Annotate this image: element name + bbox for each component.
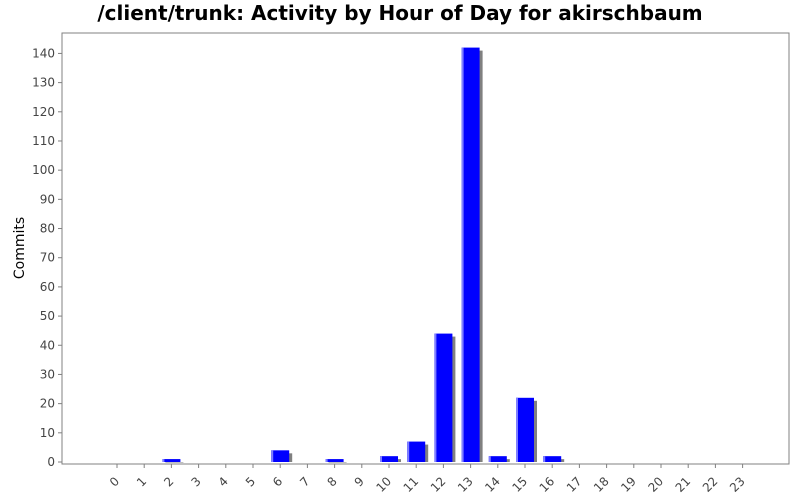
y-tick-label: 40 [40,338,55,352]
bar-highlight [407,441,410,462]
x-tick-label: 13 [455,474,476,495]
bar-highlight [461,47,464,463]
bar-highlight [434,333,437,462]
x-tick-label: 2 [161,474,176,489]
x-tick-label: 0 [107,474,122,489]
x-tick-label: 16 [537,474,558,495]
x-tick-label: 7 [297,474,312,489]
x-tick-label: 21 [673,474,694,495]
chart-title: /client/trunk: Activity by Hour of Day f… [97,1,702,25]
bar-hour-2 [162,459,181,462]
y-ticks: 0 10 20 30 40 50 60 70 80 90 100 110 120 130 140 [32,46,62,469]
x-tick-label: 6 [270,474,285,489]
bar-highlight [516,397,518,462]
y-tick-label: 110 [32,134,55,148]
bar-hour-12 [434,333,453,462]
y-tick-label: 80 [40,222,55,236]
x-tick-label: 15 [509,474,530,495]
x-tick-label: 3 [188,474,203,489]
x-tick-label: 4 [216,474,231,489]
x-tick-label: 12 [428,474,449,495]
y-tick-label: 60 [40,280,55,294]
y-tick-label: 100 [32,163,55,177]
bar-highlight [380,456,382,462]
bar-highlight [543,456,546,462]
y-axis-label: Commits [12,217,28,279]
bar-hour-14 [488,456,507,462]
x-tick-label: 14 [482,474,503,495]
bar-hour-16 [543,456,562,462]
x-tick-label: 5 [243,474,258,489]
x-tick-label: 10 [373,474,394,495]
y-tick-label: 140 [32,46,55,60]
plot-frame [61,32,790,465]
bar-hour-8 [325,459,344,462]
bar-hour-10 [380,456,398,462]
bar-highlight [271,450,274,462]
x-tick-label: 19 [618,474,639,495]
x-tick-label: 11 [401,474,422,495]
y-tick-label: 20 [40,397,55,411]
y-tick-label: 50 [40,309,55,323]
x-tick-label: 23 [727,474,748,495]
bars [162,47,565,463]
x-tick-label: 9 [352,474,367,489]
bar-hour-6 [271,450,290,462]
y-tick-label: 0 [47,455,55,469]
bar-hour-15 [516,397,534,462]
x-tick-label: 8 [324,474,339,489]
x-tick-label: 1 [134,474,149,489]
x-ticks: 0 1 2 3 4 5 6 7 8 9 10 11 12 13 14 15 16 17 18 19 20 21 22 23 [107,464,748,495]
bar-shadow [165,462,184,463]
x-tick-label: 18 [591,474,612,495]
bar-hour-11 [407,441,426,462]
bar-shadow [328,462,347,463]
y-tick-label: 120 [32,105,55,119]
bar-highlight [162,459,165,462]
x-tick-label: 17 [564,474,585,495]
bar-hour-13 [461,47,480,463]
x-tick-label: 20 [645,474,666,495]
y-tick-label: 10 [40,426,55,440]
bar-highlight [488,456,491,462]
y-tick-label: 70 [40,251,55,265]
y-tick-label: 130 [32,76,55,90]
x-tick-label: 22 [700,474,721,495]
y-tick-label: 30 [40,367,55,381]
y-tick-label: 90 [40,192,55,206]
bar-highlight [325,459,328,462]
